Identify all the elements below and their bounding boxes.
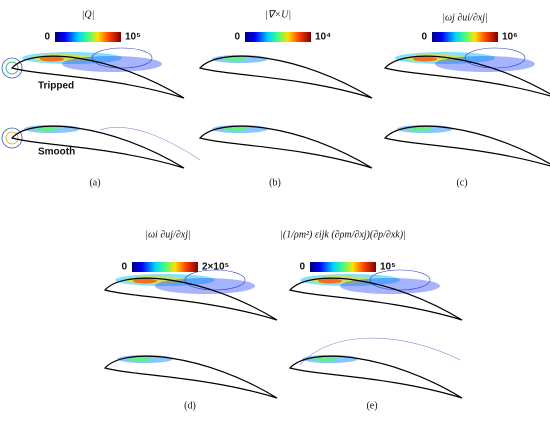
colorbars: |Q| 0 10⁵ (a) |∇×U| 0 10⁴ (b) |ωj ∂ui/∂xj| 0 10⁶ (c… bbox=[44, 9, 517, 411]
panel-label: (c) bbox=[456, 177, 467, 188]
panel-label: (d) bbox=[184, 400, 196, 411]
colorbar-min: 0 bbox=[44, 32, 50, 43]
colorbar-title: |ωj ∂ui/∂xj| bbox=[442, 12, 488, 23]
panel-label: (b) bbox=[269, 177, 281, 188]
colorbar-max: 2×10⁵ bbox=[202, 262, 230, 273]
colorbar-min: 0 bbox=[121, 262, 127, 273]
colorbar-title: |Q| bbox=[82, 9, 95, 20]
colorbar-max: 10⁵ bbox=[125, 32, 141, 43]
colorbar bbox=[310, 262, 376, 272]
colorbar-min: 0 bbox=[421, 32, 427, 43]
colorbar bbox=[245, 32, 311, 42]
colorbar-min: 0 bbox=[234, 32, 240, 43]
panel-label: (e) bbox=[366, 400, 377, 411]
colorbar bbox=[132, 262, 198, 272]
colorbar-title: |(1/ρm²) εijk (∂ρm/∂xj)(∂p/∂xk)| bbox=[280, 229, 406, 240]
colorbar-title: |∇×U| bbox=[265, 9, 291, 20]
colorbar-max: 10⁶ bbox=[502, 32, 518, 43]
colorbar-min: 0 bbox=[299, 262, 305, 273]
colorbar bbox=[55, 32, 121, 42]
annotation: Tripped bbox=[38, 81, 74, 92]
panel-label: (a) bbox=[89, 177, 100, 188]
colorbar-max: 10⁴ bbox=[315, 32, 331, 43]
panel-a: Tripped Smooth bbox=[1, 47, 201, 169]
colorbar bbox=[432, 32, 498, 42]
annotation: Smooth bbox=[38, 147, 75, 158]
colorbar-max: 10⁵ bbox=[380, 262, 396, 273]
colorbar-title: |ωi ∂uj/∂xj| bbox=[145, 229, 191, 240]
